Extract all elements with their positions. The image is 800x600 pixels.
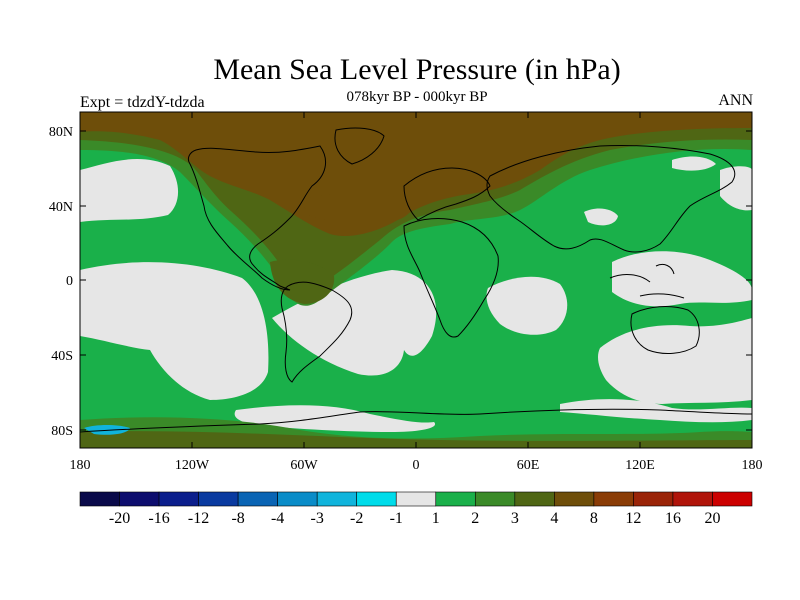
lat-label: 80S (51, 424, 73, 439)
coast-south-america (280, 281, 353, 383)
lat-label: 0 (66, 274, 73, 289)
map-title: Mean Sea Level Pressure (in hPa) (213, 53, 621, 86)
colorbar-label: 1 (432, 510, 440, 527)
coast-asia (486, 144, 736, 253)
lon-label: 180 (742, 458, 763, 473)
contour-neutral-arctic-patch (672, 156, 716, 171)
contour-neutral-indian-ocean (486, 276, 568, 335)
lon-label: 60E (517, 458, 540, 473)
colorbar-swatch (237, 491, 278, 507)
lat-label: 80N (49, 125, 73, 140)
coast-australia (630, 306, 700, 354)
colorbar-label: -12 (188, 510, 209, 527)
lon-labels: 180 120W 60W 0 60E 120E 180 (70, 458, 763, 473)
colorbar-label: -16 (148, 510, 169, 527)
experiment-label: Expt = tdzdY-tdzda (80, 94, 205, 111)
lon-label: 0 (413, 458, 420, 473)
lat-labels: 80N 40N 0 40S 80S (49, 125, 73, 439)
contour-neutral-north-atlantic-patch (584, 208, 618, 226)
filled-contours (80, 112, 752, 448)
axis-ticks (79, 112, 753, 448)
colorbar-swatch (198, 491, 239, 507)
season-label: ANN (718, 92, 753, 109)
colorbar-label: -4 (271, 510, 284, 527)
colorbar-swatch (672, 491, 713, 507)
lon-label: 120W (175, 458, 210, 473)
coast-antarctica (80, 408, 752, 433)
colorbar-swatch (633, 491, 674, 507)
map-subtitle: 078kyr BP - 000kyr BP (346, 89, 488, 105)
colorbar-swatch (158, 491, 199, 507)
contour-neutral-southeast-pacific (80, 262, 269, 400)
coast-europe (403, 167, 491, 221)
contour-neutral-antarctic-coast (234, 405, 436, 432)
lat-label: 40N (49, 200, 73, 215)
coastlines (80, 127, 752, 433)
contour-neutral-west-pacific (612, 251, 752, 307)
contour-neutral-far-east-patch (720, 166, 752, 211)
colorbar-label: 2 (471, 510, 479, 527)
lat-label: 40S (51, 349, 73, 364)
contour-mid-southern-band (80, 431, 752, 448)
colorbar-label: -1 (390, 510, 403, 527)
colorbar-swatch (395, 491, 437, 507)
coast-greenland (334, 127, 385, 165)
colorbar-swatch (119, 491, 160, 507)
colorbar-swatch (356, 491, 397, 507)
colorbar-label: -20 (109, 510, 130, 527)
lon-label: 120E (625, 458, 655, 473)
colorbar-label: 20 (704, 510, 720, 527)
colorbar-label: -8 (231, 510, 244, 527)
colorbar-swatch (435, 491, 476, 507)
contour-high-north (80, 112, 752, 236)
colorbar-swatch (712, 491, 753, 507)
colorbar-swatch (593, 491, 634, 507)
contour-neutral-east-antarctica (560, 399, 752, 423)
colorbar-label: 8 (590, 510, 598, 527)
lon-label: 180 (70, 458, 91, 473)
lon-label: 60W (290, 458, 318, 473)
contour-high-central-atlantic (300, 192, 411, 224)
colorbar-swatch (554, 491, 595, 507)
colorbar (79, 491, 753, 507)
colorbar-label: 16 (665, 510, 681, 527)
colorbar-swatch (79, 491, 120, 507)
coast-indonesia (609, 263, 685, 299)
colorbar-swatch (514, 491, 555, 507)
colorbar-swatch (277, 491, 318, 507)
colorbar-label: 12 (625, 510, 641, 527)
coast-africa (403, 218, 499, 338)
colorbar-label: 3 (511, 510, 519, 527)
colorbar-label: 4 (550, 510, 558, 527)
colorbar-swatch (316, 491, 358, 507)
colorbar-label: -3 (311, 510, 324, 527)
contour-neutral-north-pacific (80, 158, 179, 222)
colorbar-swatch (474, 491, 516, 507)
colorbar-labels: -20 -16 -12 -8 -4 -3 -2 -1 1 2 3 4 8 12 16 20 (109, 510, 721, 527)
colorbar-label: -2 (350, 510, 363, 527)
coast-north-america (187, 145, 327, 291)
